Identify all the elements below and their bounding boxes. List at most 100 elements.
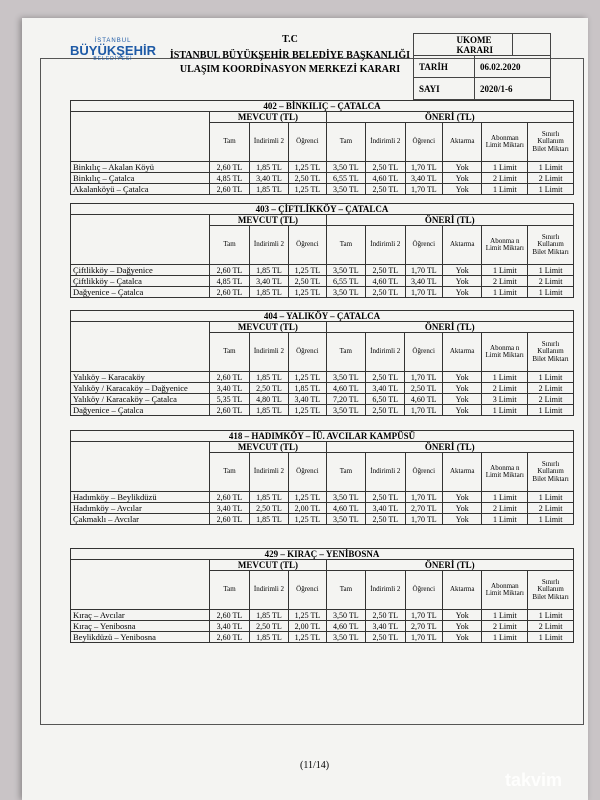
column-header: Öğrenci <box>288 452 327 492</box>
cell: 1,70 TL <box>404 161 444 173</box>
column-header: İndirimli 2 <box>365 452 406 492</box>
group-row: MEVCUT (TL) ÖNERİ (TL) <box>69 441 575 492</box>
cell: 1,70 TL <box>404 491 444 503</box>
cell: 2,60 TL <box>209 631 250 643</box>
cell: Yok <box>441 491 483 503</box>
cell: Yok <box>441 502 483 514</box>
route: Çiftlikköy – Çatalca <box>69 275 211 287</box>
column-header: İndirimli 2 <box>248 332 290 372</box>
cell: 3,40 TL <box>365 502 406 514</box>
group-header: ÖNERİ (TL) <box>325 441 575 453</box>
cell: 1,70 TL <box>404 631 444 643</box>
cell: Yok <box>441 264 483 276</box>
cell: 2 Limit <box>481 502 529 514</box>
decision-box: UKOME KARARI TARİH 06.02.2020 SAYI 2020/1-… <box>413 33 551 100</box>
cell: 2,50 TL <box>288 275 327 287</box>
column-header: Sınırlı Kullanım Bilet Miktarı <box>527 570 574 610</box>
cell: Yok <box>441 382 483 394</box>
cell: 1 Limit <box>481 161 529 173</box>
cell: 3,40 TL <box>404 275 444 287</box>
cell: 1,85 TL <box>248 404 290 416</box>
fare-table: 404 – YALIKÖY – ÇATALCA MEVCUT (TL) ÖNERİ … <box>69 310 575 416</box>
cell: 1 Limit <box>481 491 529 503</box>
data-row: Kıraç – Avcılar 2,60 TL 1,85 TL 1,25 TL 3,50… <box>69 609 574 621</box>
cell: 1 Limit <box>481 371 529 383</box>
title-row: 418 – HADIMKÖY – İÜ. AVCILAR KAMPÜSÜ <box>70 430 574 442</box>
section-title: 429 – KIRAÇ – YENİBOSNA <box>70 548 574 560</box>
column-header: Tam <box>325 570 367 610</box>
cell: 3,40 TL <box>209 382 250 394</box>
cell: 1,25 TL <box>288 513 327 525</box>
subtitle: ULAŞIM KOORDİNASYON MERKEZİ KARARI <box>179 64 401 75</box>
cell: 2,50 TL <box>365 286 406 298</box>
cell: 1,85 TL <box>248 264 290 276</box>
column-header: Abonma n Limit Miktarı <box>481 452 529 492</box>
column-header: Öğrenci <box>288 122 327 162</box>
column-header: Aktarma <box>441 332 483 372</box>
cell: Yok <box>441 393 483 405</box>
cell: 2,50 TL <box>248 382 290 394</box>
cell: 1 Limit <box>481 404 529 416</box>
cell: 1 Limit <box>481 513 529 525</box>
group-row: MEVCUT (TL) ÖNERİ (TL) <box>69 111 575 162</box>
cell: 2 Limit <box>527 275 574 287</box>
column-header: Tam <box>209 332 250 372</box>
cell: 2,60 TL <box>209 183 250 195</box>
cell: 4,60 TL <box>325 620 367 632</box>
cell: 1,85 TL <box>248 183 290 195</box>
cell: 3,40 TL <box>209 502 250 514</box>
cell: 1 Limit <box>481 286 529 298</box>
cell: 1,70 TL <box>404 286 444 298</box>
route: Yalıköy – Karacaköy <box>69 371 211 383</box>
cell: 1,25 TL <box>288 264 327 276</box>
cell: 2 Limit <box>527 502 574 514</box>
title: İSTANBUL BÜYÜKŞEHİR BELEDİYE BAŞKANLIĞI <box>169 50 411 61</box>
cell: 6,55 TL <box>325 275 367 287</box>
column-header: İndirimli 2 <box>365 225 406 265</box>
cell: 1,70 TL <box>404 183 444 195</box>
frame <box>40 58 584 725</box>
page-number: (11/14) <box>300 760 330 771</box>
cell: 2,70 TL <box>404 502 444 514</box>
tc: T.C <box>282 34 298 45</box>
header-row: Tam İndirimli 2 Öğrenci Tam İndirimli 2 Öğren… <box>71 452 574 492</box>
cell: 2 Limit <box>481 275 529 287</box>
cell: Yok <box>441 404 483 416</box>
fare-section: 403 – ÇİFTLİKKÖY – ÇATALCA MEVCUT (TL) ÖNE… <box>69 203 575 298</box>
route: Binkılıç – Akalan Köyü <box>69 161 211 173</box>
data-row: Yalıköy / Karacaköy – Dağyenice 3,40 TL 2,… <box>69 382 574 394</box>
data-row: Çiftlikköy – Dağyenice 2,60 TL 1,85 TL 1,25… <box>69 264 574 276</box>
group-header: MEVCUT (TL) <box>209 441 327 453</box>
route: Hadımköy – Avcılar <box>69 502 211 514</box>
cell: 1,70 TL <box>404 513 444 525</box>
cell: 3,50 TL <box>325 264 367 276</box>
group-header: ÖNERİ (TL) <box>325 214 575 226</box>
cell: 3,50 TL <box>325 631 367 643</box>
data-row: Beylikdüzü – Yenibosna 2,60 TL 1,85 TL 1,25… <box>69 631 574 643</box>
column-header: Abonman Limit Miktarı <box>481 122 529 162</box>
cell: 2,60 TL <box>209 491 250 503</box>
cell: 4,85 TL <box>209 275 250 287</box>
cell: 2,60 TL <box>209 264 250 276</box>
cell: 3,50 TL <box>325 286 367 298</box>
route: Dağyenice – Çatalca <box>69 286 211 298</box>
fare-section: 418 – HADIMKÖY – İÜ. AVCILAR KAMPÜSÜ MEVC… <box>69 430 575 525</box>
cell: 1,70 TL <box>404 371 443 383</box>
cell: 1,70 TL <box>404 609 444 621</box>
logo: İSTANBUL BÜYÜKŞEHİR BELEDİYESİ <box>70 38 156 62</box>
cell: 3,40 TL <box>365 382 406 394</box>
fare-table: 403 – ÇİFTLİKKÖY – ÇATALCA MEVCUT (TL) ÖNE… <box>69 203 575 298</box>
cell: 3,40 TL <box>248 172 290 184</box>
cell: 1 Limit <box>527 183 574 195</box>
cell: 1 Limit <box>527 286 574 298</box>
cell: 1 Limit <box>527 513 574 525</box>
route: Çakmaklı – Avcılar <box>69 513 211 525</box>
cell: 3,40 TL <box>404 172 444 184</box>
group-header: MEVCUT (TL) <box>209 111 327 123</box>
route: Kıraç – Yenibosna <box>69 620 211 632</box>
column-header: Tam <box>325 122 367 162</box>
cell: 4,60 TL <box>365 275 406 287</box>
cell: Yok <box>441 172 483 184</box>
box-title: UKOME KARARI <box>452 34 513 55</box>
